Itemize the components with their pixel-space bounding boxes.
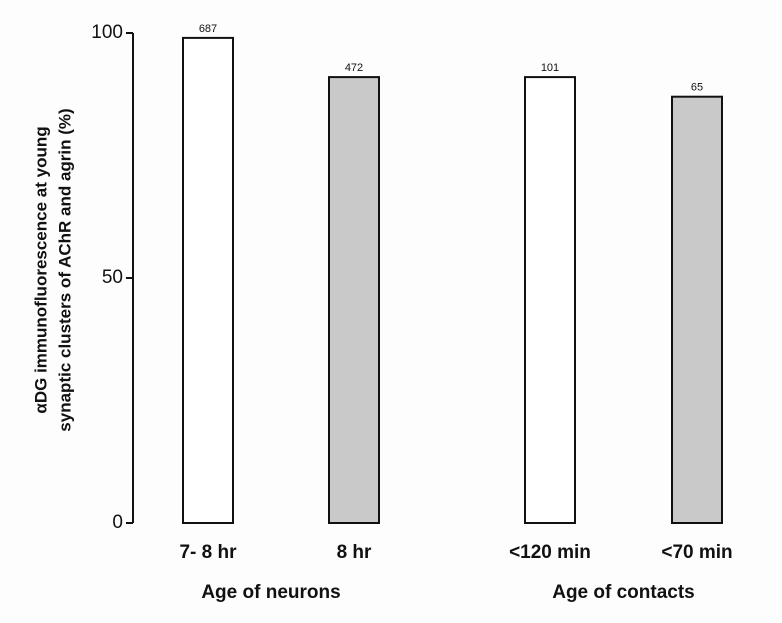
bar bbox=[328, 76, 380, 524]
y-tick-label: 50 bbox=[102, 267, 123, 288]
n-label: 687 bbox=[199, 23, 217, 35]
y-tick-label: 0 bbox=[112, 512, 123, 533]
x-tick-label: <120 min bbox=[509, 542, 591, 563]
bar bbox=[182, 36, 234, 525]
group-label: Age of contacts bbox=[552, 582, 695, 603]
bar bbox=[524, 76, 576, 524]
x-tick-label: <70 min bbox=[661, 542, 732, 563]
n-label: 101 bbox=[541, 62, 559, 74]
x-tick-label: 8 hr bbox=[337, 542, 372, 563]
group-label: Age of neurons bbox=[201, 582, 340, 603]
y-tick-label: 100 bbox=[91, 22, 123, 43]
bar bbox=[671, 95, 723, 524]
y-axis-label-line: αDG immunofluorescence at young bbox=[31, 126, 50, 413]
n-label: 472 bbox=[345, 62, 363, 74]
y-axis-label: synaptic clusters of AChR and agrin (%) bbox=[55, 108, 74, 431]
y-axis-label: αDG immunofluorescence at young bbox=[31, 126, 50, 413]
n-label: 65 bbox=[691, 82, 703, 94]
y-axis-label-line: synaptic clusters of AChR and agrin (%) bbox=[55, 108, 74, 431]
x-tick-label: 7- 8 hr bbox=[179, 542, 237, 563]
